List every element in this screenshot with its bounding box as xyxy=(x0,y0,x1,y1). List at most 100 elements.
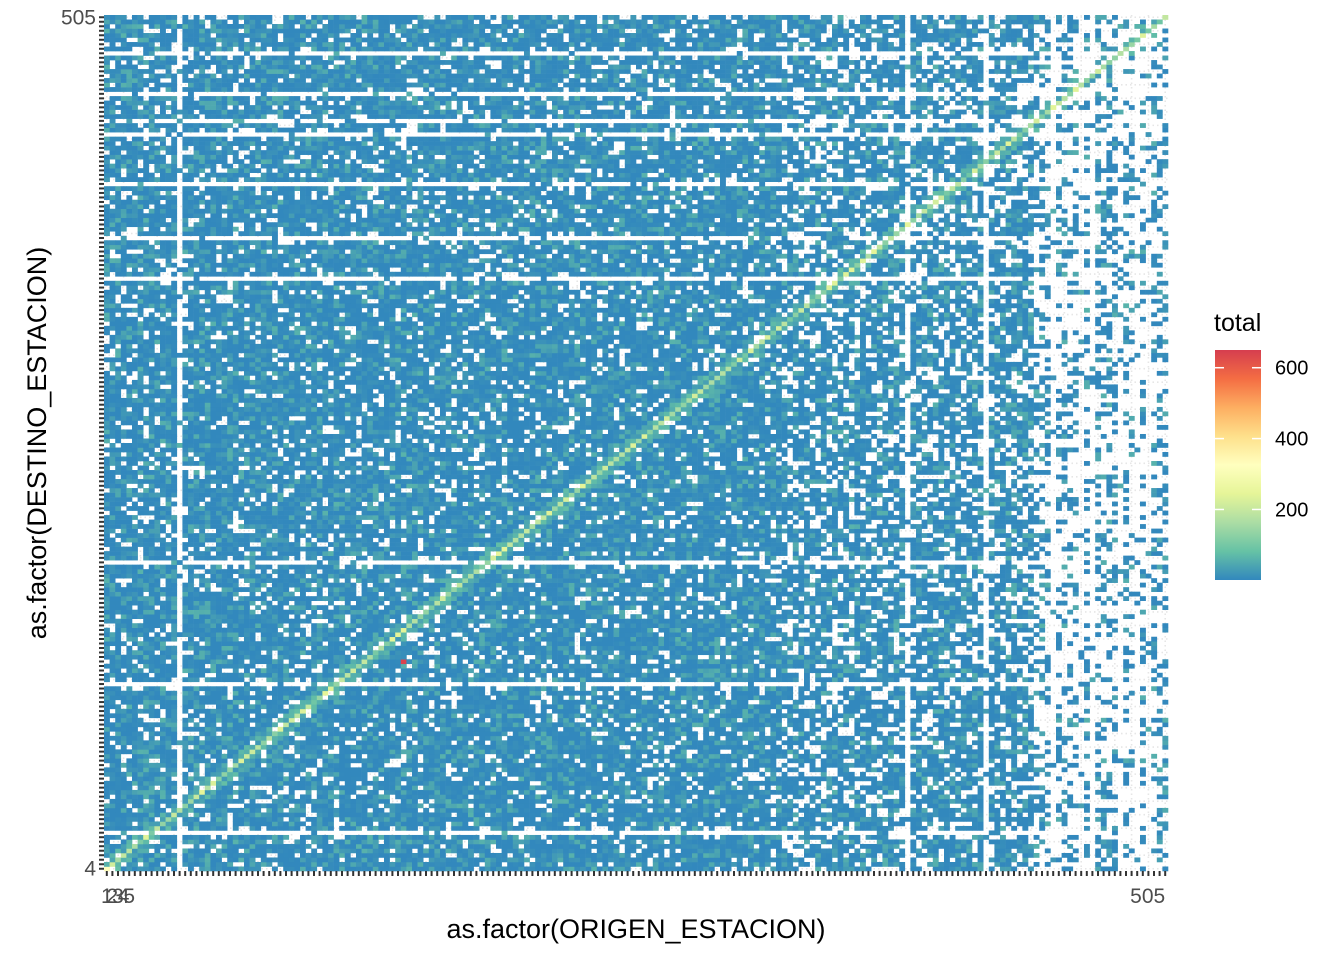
heatmap-cell xyxy=(182,457,188,462)
heatmap-cell xyxy=(182,87,188,92)
heatmap-cell xyxy=(171,24,177,29)
heatmap-cell xyxy=(266,366,272,371)
heatmap-cell xyxy=(143,222,149,227)
heatmap-cell xyxy=(272,758,278,763)
heatmap-cell xyxy=(205,745,211,750)
heatmap-cell xyxy=(166,758,172,763)
heatmap-cell xyxy=(222,146,228,151)
heatmap-cell xyxy=(121,664,127,669)
heatmap-cell xyxy=(222,862,228,867)
heatmap-cell xyxy=(154,848,160,853)
heatmap-cell xyxy=(121,695,127,700)
heatmap-cell xyxy=(255,402,261,407)
heatmap-cell xyxy=(238,502,244,507)
heatmap-cell xyxy=(132,254,138,259)
heatmap-cell xyxy=(154,592,160,597)
heatmap-cell xyxy=(132,767,138,772)
heatmap-cell xyxy=(166,740,172,745)
heatmap-cell xyxy=(216,429,222,434)
heatmap-cell xyxy=(233,839,239,844)
heatmap-cell xyxy=(154,551,160,556)
heatmap-cell xyxy=(205,101,211,106)
heatmap-cell xyxy=(115,799,121,804)
heatmap-cell xyxy=(132,664,138,669)
heatmap-cell xyxy=(261,357,267,362)
heatmap-cell xyxy=(115,263,121,268)
heatmap-cell xyxy=(182,835,188,840)
heatmap-cell xyxy=(255,155,261,160)
heatmap-cell xyxy=(171,700,177,705)
heatmap-cell xyxy=(238,209,244,214)
heatmap-cell xyxy=(227,123,233,128)
heatmap-cell xyxy=(182,497,188,502)
heatmap-cell xyxy=(278,375,284,380)
heatmap-cell xyxy=(216,290,222,295)
heatmap-cell xyxy=(143,38,149,43)
heatmap-cell xyxy=(143,321,149,326)
heatmap-cell xyxy=(205,763,211,768)
heatmap-cell xyxy=(160,267,166,272)
heatmap-cell xyxy=(110,686,116,691)
heatmap-cell xyxy=(110,443,116,448)
heatmap-cell xyxy=(194,245,200,250)
heatmap-cell xyxy=(149,213,155,218)
heatmap-cell xyxy=(104,60,110,65)
heatmap-cell xyxy=(233,74,239,79)
heatmap-cell xyxy=(205,601,211,606)
heatmap-cell xyxy=(244,848,250,853)
heatmap-cell xyxy=(255,335,261,340)
heatmap-cell xyxy=(182,65,188,70)
heatmap-cell xyxy=(272,308,278,313)
heatmap-cell xyxy=(182,727,188,732)
heatmap-cell xyxy=(199,344,205,349)
heatmap-cell xyxy=(110,542,116,547)
heatmap-cell xyxy=(115,317,121,322)
heatmap-cell xyxy=(126,402,132,407)
heatmap-cell xyxy=(227,209,233,214)
heatmap-cell xyxy=(188,515,194,520)
heatmap-cell xyxy=(272,731,278,736)
heatmap-cell xyxy=(110,502,116,507)
heatmap-cell xyxy=(278,326,284,331)
heatmap-cell xyxy=(210,493,216,498)
heatmap-cell xyxy=(160,484,166,489)
heatmap-cell xyxy=(171,461,177,466)
heatmap-cell xyxy=(278,619,284,624)
heatmap-cell xyxy=(255,65,261,70)
heatmap-cell xyxy=(166,438,172,443)
heatmap-cell xyxy=(154,799,160,804)
heatmap-cell xyxy=(210,218,216,223)
heatmap-cell xyxy=(132,69,138,74)
heatmap-cell xyxy=(177,294,183,299)
heatmap-cell xyxy=(188,583,194,588)
heatmap-cell xyxy=(188,96,194,101)
heatmap-cell xyxy=(115,655,121,660)
heatmap-cell xyxy=(104,195,110,200)
heatmap-cell xyxy=(250,344,256,349)
heatmap-cell xyxy=(149,398,155,403)
heatmap-cell xyxy=(233,826,239,831)
heatmap-cell xyxy=(216,601,222,606)
heatmap-cell xyxy=(238,15,244,20)
heatmap-cell xyxy=(216,448,222,453)
heatmap-cell xyxy=(126,808,132,813)
heatmap-cell xyxy=(126,330,132,335)
heatmap-cell xyxy=(149,835,155,840)
heatmap-cell xyxy=(126,538,132,543)
heatmap-cell xyxy=(160,159,166,164)
heatmap-cell xyxy=(115,339,121,344)
heatmap-cell xyxy=(272,542,278,547)
heatmap-cell xyxy=(250,556,256,561)
heatmap-cell xyxy=(188,551,194,556)
heatmap-cell xyxy=(121,700,127,705)
heatmap-cell xyxy=(222,763,228,768)
heatmap-cell xyxy=(216,317,222,322)
heatmap-cell xyxy=(121,434,127,439)
heatmap-cell xyxy=(166,587,172,592)
heatmap-cell xyxy=(233,763,239,768)
heatmap-cell xyxy=(244,574,250,579)
heatmap-cell xyxy=(233,772,239,777)
heatmap-cell xyxy=(171,749,177,754)
heatmap-cell xyxy=(244,51,250,56)
heatmap-cell xyxy=(238,673,244,678)
